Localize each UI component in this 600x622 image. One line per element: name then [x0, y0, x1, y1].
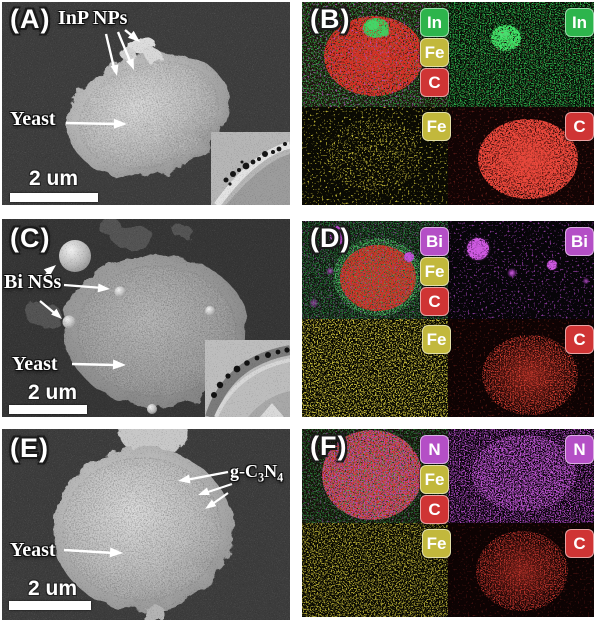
scale-bar-e [9, 601, 91, 610]
annotation-arrows-e [63, 470, 233, 558]
annotation-text: g-C [230, 461, 258, 481]
panel-label-f: (F) [310, 431, 348, 461]
badge-text: C [428, 291, 441, 311]
tem-inset-a [211, 132, 290, 205]
scale-bar-c [9, 405, 87, 414]
badge-text: C [428, 72, 441, 92]
scale-label-c: 2 um [28, 381, 78, 404]
element-badge-in: In [420, 8, 449, 37]
annotation-bi-nss: Bi NSs [4, 271, 62, 293]
panel-label-b: (B) [310, 4, 351, 34]
subscript: 3 [258, 470, 265, 485]
badge-text: C [573, 116, 586, 136]
sem-image-a [2, 2, 290, 205]
tem-inset-c [205, 340, 290, 417]
annotation-yeast-a: Yeast [10, 108, 56, 130]
panel-b: (B) In Fe C In Fe C [302, 2, 594, 205]
panel-label-a: (A) [10, 4, 51, 34]
panel-f: (F) N Fe C N Fe C [302, 429, 594, 617]
badge-text: Fe [424, 261, 445, 281]
badge-text: Fe [426, 329, 447, 349]
panel-label-e: (E) [10, 433, 49, 463]
element-badge-c-map: C [565, 325, 594, 354]
sem-image-c [2, 219, 290, 417]
panel-label-d: (D) [310, 223, 351, 253]
element-badge-c-map: C [565, 529, 594, 558]
badge-text: Fe [426, 116, 447, 136]
element-badge-c: C [420, 287, 449, 316]
badge-text: N [573, 439, 586, 459]
badge-text: C [573, 533, 586, 553]
badge-text: Fe [424, 469, 445, 489]
element-badge-n-map: N [565, 435, 594, 464]
element-badge-c-map: C [565, 112, 594, 141]
annotation-inp-nps: InP NPs [58, 7, 128, 29]
badge-text: Bi [426, 231, 443, 251]
badge-text: In [426, 12, 443, 32]
sem-image-e [2, 429, 290, 620]
badge-text: Bi [571, 231, 588, 251]
scale-bar-a [10, 193, 98, 202]
element-badge-fe-map: Fe [422, 112, 451, 141]
panel-a: (A) InP NPs Yeast 2 um [2, 2, 290, 205]
panel-label-c: (C) [10, 223, 51, 253]
element-badge-bi: Bi [420, 227, 449, 256]
element-badge-fe-map: Fe [422, 325, 451, 354]
annotation-yeast-c: Yeast [12, 353, 58, 375]
subscript: 4 [277, 470, 284, 485]
eds-maps-d [302, 221, 594, 417]
scale-label-e: 2 um [28, 577, 78, 600]
annotation-arrows-c [39, 265, 126, 370]
element-badge-bi-map: Bi [565, 227, 594, 256]
badge-text: Fe [426, 533, 447, 553]
element-badge-fe: Fe [420, 38, 449, 67]
scale-label-a: 2 um [29, 167, 79, 190]
annotation-text: N [264, 461, 278, 481]
badge-text: In [571, 12, 588, 32]
panel-d: (D) Bi Fe C Bi Fe C [302, 221, 594, 417]
element-badge-n: N [420, 435, 449, 464]
badge-text: Fe [424, 42, 445, 62]
element-badge-fe-map: Fe [422, 529, 451, 558]
panel-c: (C) Bi NSs Yeast 2 um [2, 219, 290, 417]
badge-text: N [428, 439, 441, 459]
element-badge-c: C [420, 495, 449, 524]
element-badge-c: C [420, 68, 449, 97]
panel-e: (E) g-C3N4 Yeast 2 um [2, 429, 290, 620]
annotation-gc3n4: g-C3N4 [230, 461, 283, 486]
annotation-arrows-a [65, 29, 140, 129]
badge-text: C [428, 499, 441, 519]
annotation-yeast-e: Yeast [10, 539, 56, 561]
element-badge-in-map: In [565, 8, 594, 37]
element-badge-fe: Fe [420, 257, 449, 286]
element-badge-fe: Fe [420, 465, 449, 494]
badge-text: C [573, 329, 586, 349]
